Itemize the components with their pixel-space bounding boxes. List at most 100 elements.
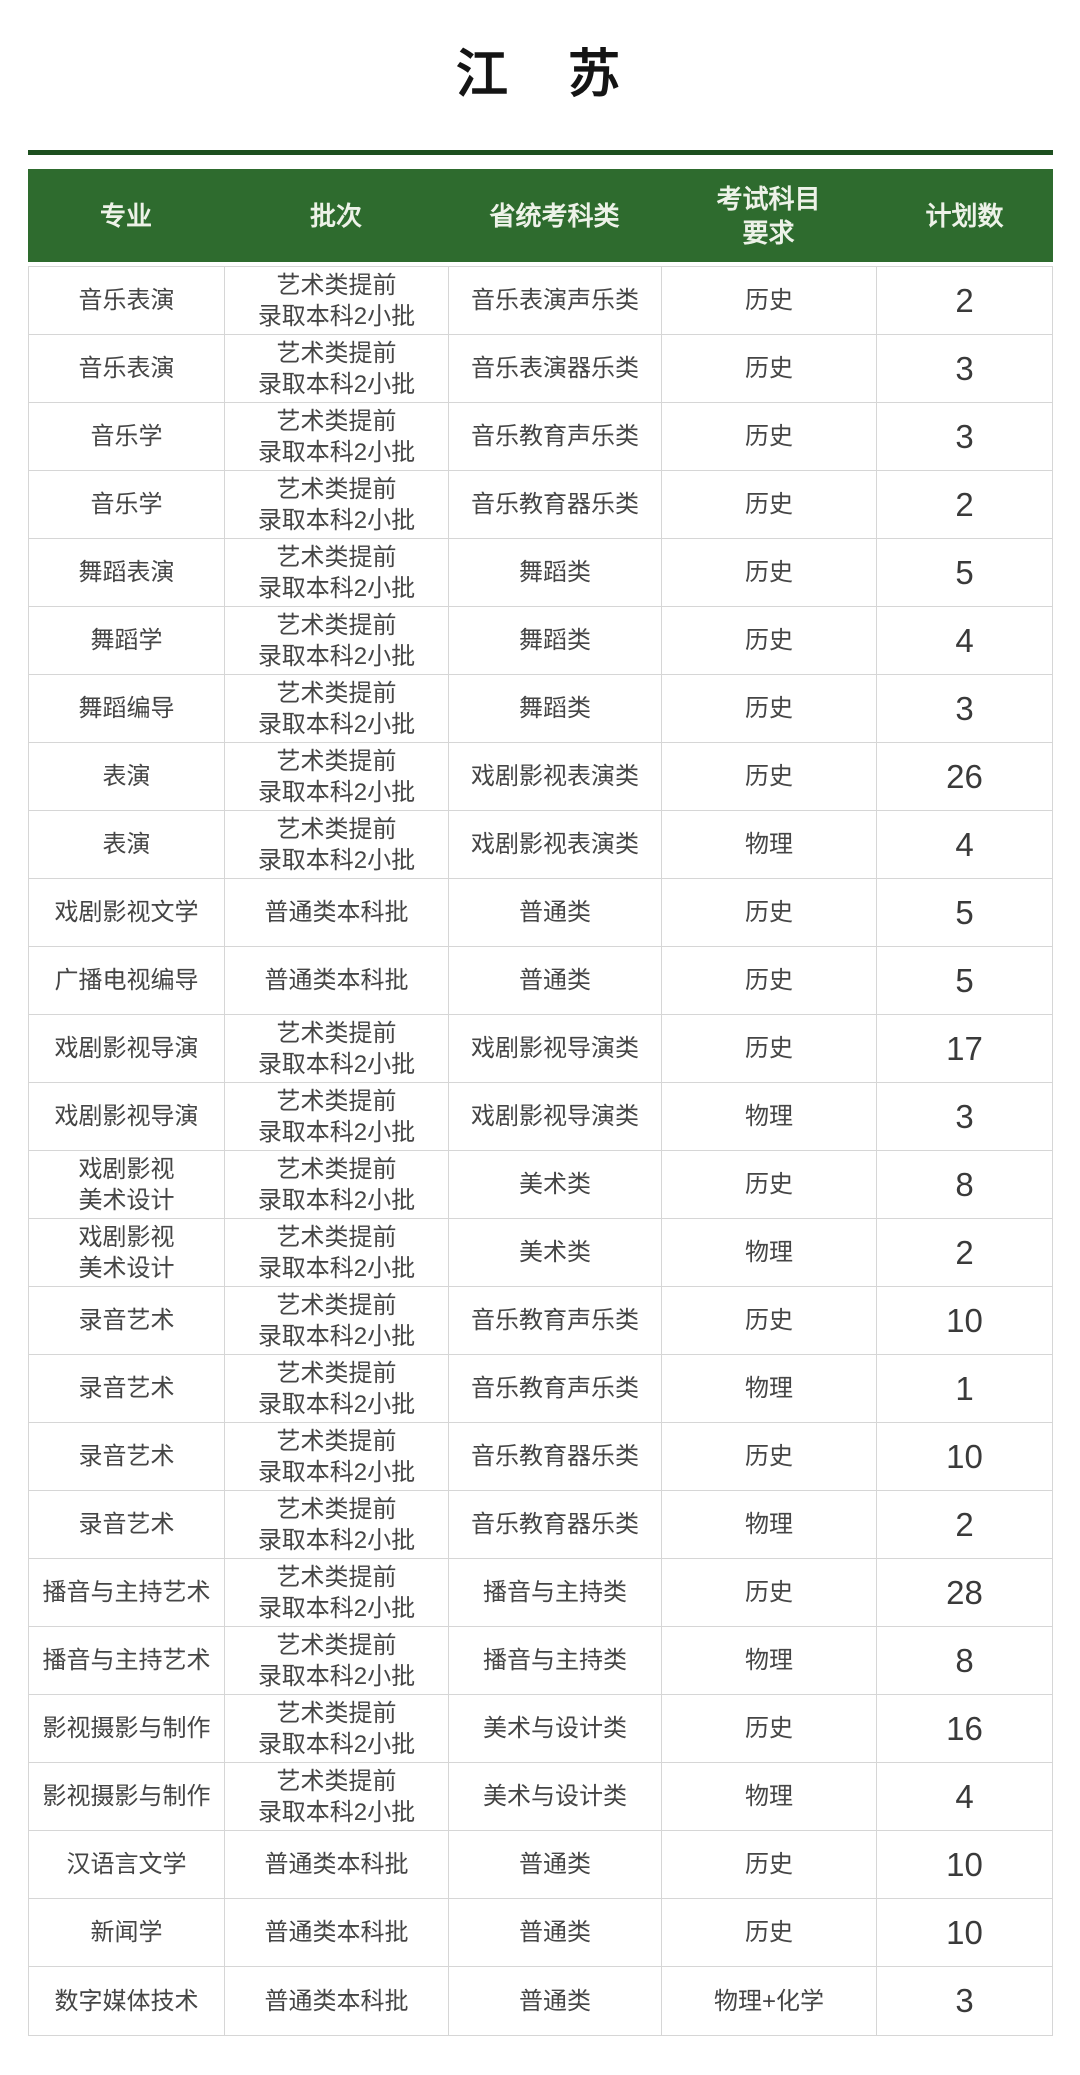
cell-subjects: 物理 <box>662 1219 877 1286</box>
header-cell-major: 专业 <box>99 200 152 231</box>
cell-batch: 艺术类提前 录取本科2小批 <box>225 607 449 674</box>
cell-category: 普通类 <box>449 879 662 946</box>
cell-batch: 艺术类提前 录取本科2小批 <box>225 1491 449 1558</box>
cell-category: 音乐教育器乐类 <box>449 1491 662 1558</box>
cell-major: 音乐表演 <box>29 335 225 402</box>
header-cell-category: 省统考科类 <box>489 200 620 231</box>
cell-major: 表演 <box>29 743 225 810</box>
cell-subjects: 历史 <box>662 1695 877 1762</box>
cell-major: 表演 <box>29 811 225 878</box>
cell-subjects: 历史 <box>662 1287 877 1354</box>
table-row: 表演 艺术类提前 录取本科2小批 戏剧影视表演类 历史 26 <box>29 743 1052 811</box>
cell-count: 8 <box>955 1165 974 1203</box>
cell-batch: 普通类本科批 <box>225 1967 449 2035</box>
table-row: 舞蹈学 艺术类提前 录取本科2小批 舞蹈类 历史 4 <box>29 607 1052 675</box>
cell-subjects: 历史 <box>662 1015 877 1082</box>
cell-major: 录音艺术 <box>29 1355 225 1422</box>
cell-category: 戏剧影视表演类 <box>449 811 662 878</box>
cell-batch: 艺术类提前 录取本科2小批 <box>225 1763 449 1830</box>
cell-major: 录音艺术 <box>29 1491 225 1558</box>
cell-major: 播音与主持艺术 <box>29 1559 225 1626</box>
table-row: 汉语言文学 普通类本科批 普通类 历史 10 <box>29 1831 1052 1899</box>
admission-plan-table: 专业 批次 省统考科类 考试科目 要求 计划数 音乐表演 艺术类提前 录取本科2… <box>28 169 1053 2036</box>
cell-category: 音乐教育声乐类 <box>449 1355 662 1422</box>
cell-major: 录音艺术 <box>29 1287 225 1354</box>
cell-batch: 艺术类提前 录取本科2小批 <box>225 1151 449 1218</box>
cell-subjects: 物理 <box>662 1491 877 1558</box>
cell-count: 3 <box>955 1097 974 1135</box>
cell-category: 舞蹈类 <box>449 607 662 674</box>
cell-batch: 艺术类提前 录取本科2小批 <box>225 403 449 470</box>
cell-major: 汉语言文学 <box>29 1831 225 1898</box>
cell-count: 8 <box>955 1641 974 1679</box>
cell-major: 影视摄影与制作 <box>29 1763 225 1830</box>
title-divider <box>28 150 1053 155</box>
cell-subjects: 历史 <box>662 539 877 606</box>
cell-batch: 艺术类提前 录取本科2小批 <box>225 1423 449 1490</box>
cell-count: 2 <box>955 485 974 523</box>
cell-batch: 普通类本科批 <box>225 1899 449 1966</box>
cell-subjects: 物理 <box>662 1355 877 1422</box>
cell-count: 5 <box>955 961 974 999</box>
table-row: 音乐学 艺术类提前 录取本科2小批 音乐教育声乐类 历史 3 <box>29 403 1052 471</box>
table-row: 戏剧影视文学 普通类本科批 普通类 历史 5 <box>29 879 1052 947</box>
cell-count: 5 <box>955 893 974 931</box>
table-row: 戏剧影视 美术设计 艺术类提前 录取本科2小批 美术类 物理 2 <box>29 1219 1052 1287</box>
cell-subjects: 历史 <box>662 1831 877 1898</box>
cell-count: 4 <box>955 621 974 659</box>
page-title: 江 苏 <box>455 46 624 104</box>
cell-major: 影视摄影与制作 <box>29 1695 225 1762</box>
cell-category: 音乐教育器乐类 <box>449 1423 662 1490</box>
cell-subjects: 物理 <box>662 1627 877 1694</box>
cell-category: 普通类 <box>449 1899 662 1966</box>
cell-count: 5 <box>955 553 974 591</box>
cell-category: 美术类 <box>449 1219 662 1286</box>
cell-subjects: 历史 <box>662 1899 877 1966</box>
cell-subjects: 历史 <box>662 267 877 334</box>
cell-batch: 普通类本科批 <box>225 879 449 946</box>
cell-category: 美术与设计类 <box>449 1763 662 1830</box>
cell-subjects: 历史 <box>662 675 877 742</box>
cell-count: 10 <box>946 1845 983 1883</box>
cell-count: 10 <box>946 1437 983 1475</box>
cell-batch: 艺术类提前 录取本科2小批 <box>225 1219 449 1286</box>
cell-count: 3 <box>955 1982 974 2019</box>
cell-category: 音乐表演器乐类 <box>449 335 662 402</box>
cell-category: 普通类 <box>449 1967 662 2035</box>
table-row: 戏剧影视导演 艺术类提前 录取本科2小批 戏剧影视导演类 历史 17 <box>29 1015 1052 1083</box>
cell-subjects: 物理 <box>662 1763 877 1830</box>
cell-major: 录音艺术 <box>29 1423 225 1490</box>
cell-batch: 艺术类提前 录取本科2小批 <box>225 1355 449 1422</box>
table-row: 戏剧影视 美术设计 艺术类提前 录取本科2小批 美术类 历史 8 <box>29 1151 1052 1219</box>
cell-category: 舞蹈类 <box>449 539 662 606</box>
cell-subjects: 历史 <box>662 947 877 1014</box>
cell-count: 1 <box>955 1369 974 1407</box>
cell-subjects: 历史 <box>662 879 877 946</box>
cell-batch: 普通类本科批 <box>225 947 449 1014</box>
cell-batch: 艺术类提前 录取本科2小批 <box>225 1695 449 1762</box>
cell-count: 3 <box>955 689 974 727</box>
cell-major: 戏剧影视导演 <box>29 1083 225 1150</box>
cell-category: 普通类 <box>449 947 662 1014</box>
cell-count: 2 <box>955 1505 974 1543</box>
cell-subjects: 物理 <box>662 811 877 878</box>
cell-count: 10 <box>946 1301 983 1339</box>
table-row: 播音与主持艺术 艺术类提前 录取本科2小批 播音与主持类 物理 8 <box>29 1627 1052 1695</box>
cell-count: 16 <box>946 1709 983 1747</box>
cell-subjects: 历史 <box>662 335 877 402</box>
header-cell-count: 计划数 <box>925 200 1004 231</box>
cell-batch: 艺术类提前 录取本科2小批 <box>225 267 449 334</box>
cell-major: 音乐学 <box>29 403 225 470</box>
table-row: 表演 艺术类提前 录取本科2小批 戏剧影视表演类 物理 4 <box>29 811 1052 879</box>
cell-subjects: 历史 <box>662 743 877 810</box>
cell-major: 广播电视编导 <box>29 947 225 1014</box>
cell-batch: 普通类本科批 <box>225 1831 449 1898</box>
table-row: 播音与主持艺术 艺术类提前 录取本科2小批 播音与主持类 历史 28 <box>29 1559 1052 1627</box>
table-row: 舞蹈表演 艺术类提前 录取本科2小批 舞蹈类 历史 5 <box>29 539 1052 607</box>
cell-subjects: 物理+化学 <box>662 1967 877 2035</box>
cell-major: 播音与主持艺术 <box>29 1627 225 1694</box>
cell-major: 舞蹈编导 <box>29 675 225 742</box>
cell-major: 戏剧影视 美术设计 <box>29 1219 225 1286</box>
cell-count: 4 <box>955 825 974 863</box>
cell-batch: 艺术类提前 录取本科2小批 <box>225 1015 449 1082</box>
